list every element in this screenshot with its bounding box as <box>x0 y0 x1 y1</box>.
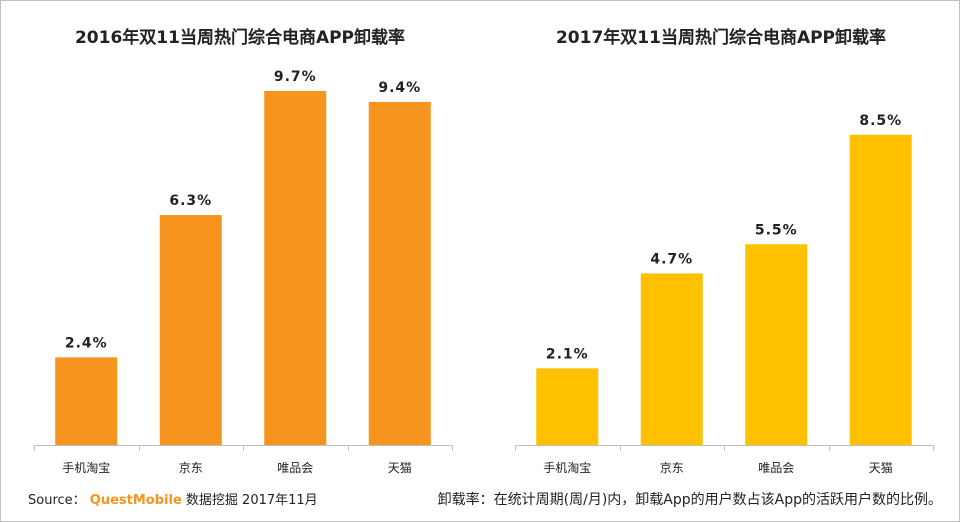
source-brand: QuestMobile <box>89 493 182 508</box>
chart-1-bar <box>55 357 118 445</box>
chart-1-category-label: 天猫 <box>388 461 412 475</box>
chart-2-data-label: 8.5% <box>859 113 902 129</box>
chart-1-title: 2016年双11当周热门综合电商APP卸载率 <box>75 27 405 48</box>
chart-2-title: 2017年双11当周热门综合电商APP卸载率 <box>556 27 886 48</box>
chart-2-data-label: 2.1% <box>546 346 589 362</box>
chart-1-category-label: 京东 <box>179 461 203 475</box>
source-note: Source： QuestMobile 数据挖掘 2017年11月 <box>28 489 318 508</box>
chart-1-bar <box>264 90 327 445</box>
chart-1-bar <box>159 215 222 445</box>
chart-1-data-label: 9.4% <box>378 80 421 96</box>
chart-2-bar <box>745 244 808 445</box>
chart-1-data-label: 2.4% <box>65 335 108 351</box>
chart-2-bar <box>536 368 599 445</box>
chart-1-category-label: 唯品会 <box>277 461 313 475</box>
chart-1-bar <box>368 101 431 446</box>
chart-2-data-label: 4.7% <box>650 251 693 267</box>
chart-1-data-label: 6.3% <box>169 193 212 209</box>
chart-2-bar <box>640 273 703 445</box>
chart-2-category-label: 手机淘宝 <box>543 461 591 475</box>
chart-1-data-label: 9.7% <box>274 69 317 85</box>
definition-note: 卸载率：在统计周期(周/月)内，卸载App的用户数占该App的活跃用户数的比例。 <box>437 492 942 508</box>
chart-2-data-label: 5.5% <box>755 222 798 238</box>
source-prefix: Source： <box>28 493 86 508</box>
chart-2-category-label: 唯品会 <box>758 461 794 475</box>
chart-2-category-label: 天猫 <box>869 461 893 475</box>
chart-2-category-label: 京东 <box>660 461 684 475</box>
chart-2-bar <box>849 134 912 445</box>
source-suffix: 数据挖掘 2017年11月 <box>185 493 318 508</box>
chart-1-category-label: 手机淘宝 <box>62 461 110 475</box>
